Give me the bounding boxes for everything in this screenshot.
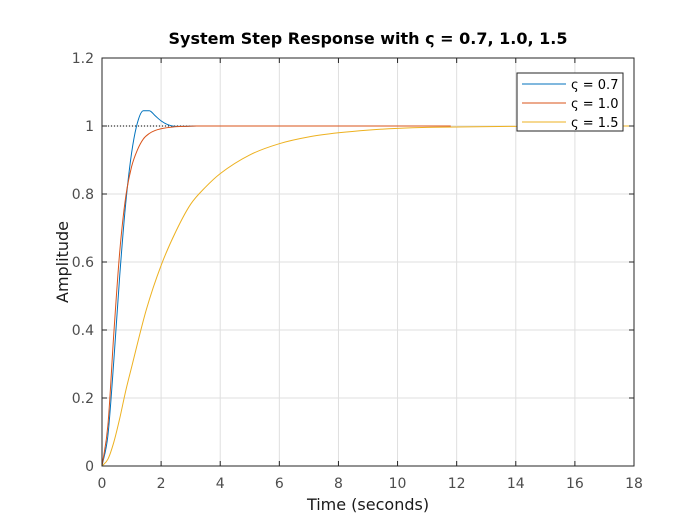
x-tick-label: 10	[389, 476, 407, 492]
y-tick-label: 0.2	[72, 391, 94, 407]
x-axis-label: Time (seconds)	[306, 495, 429, 514]
y-tick-label: 0.4	[72, 323, 94, 339]
x-tick-label: 8	[334, 476, 343, 492]
series-layer	[101, 110, 634, 467]
y-tick-label: 0	[85, 459, 94, 475]
legend-label-zeta-1-5: ς = 1.5	[571, 116, 618, 131]
x-tick-label: 6	[275, 476, 284, 492]
x-tick-label: 14	[507, 476, 525, 492]
legend-box	[516, 72, 624, 132]
series-line-zeta-1-5	[101, 125, 634, 467]
legend: ς = 0.7 ς = 1.0 ς = 1.5	[516, 72, 624, 132]
y-tick-label: 1	[85, 119, 94, 135]
y-tick-label: 0.8	[72, 187, 94, 203]
y-tick-label: 0.6	[72, 255, 94, 271]
series-line-zeta-1-0	[101, 125, 451, 467]
x-tick-label: 4	[216, 476, 225, 492]
chart-title: System Step Response with ς = 0.7, 1.0, …	[169, 29, 568, 48]
x-tick-label: 12	[448, 476, 466, 492]
legend-label-zeta-1-0: ς = 1.0	[571, 97, 618, 112]
x-tick-label: 2	[157, 476, 166, 492]
x-tick-label: 16	[566, 476, 584, 492]
x-tick-label: 0	[98, 476, 107, 492]
legend-label-zeta-0-7: ς = 0.7	[571, 78, 618, 93]
x-tick-label: 18	[625, 476, 643, 492]
y-tick-label: 1.2	[72, 51, 94, 67]
y-axis-label: Amplitude	[53, 221, 72, 303]
ticks: 0 2 4 6 8 10 12 14 16 18 0 0.2 0.4 0.6 0.8 1 1.2	[72, 51, 643, 492]
